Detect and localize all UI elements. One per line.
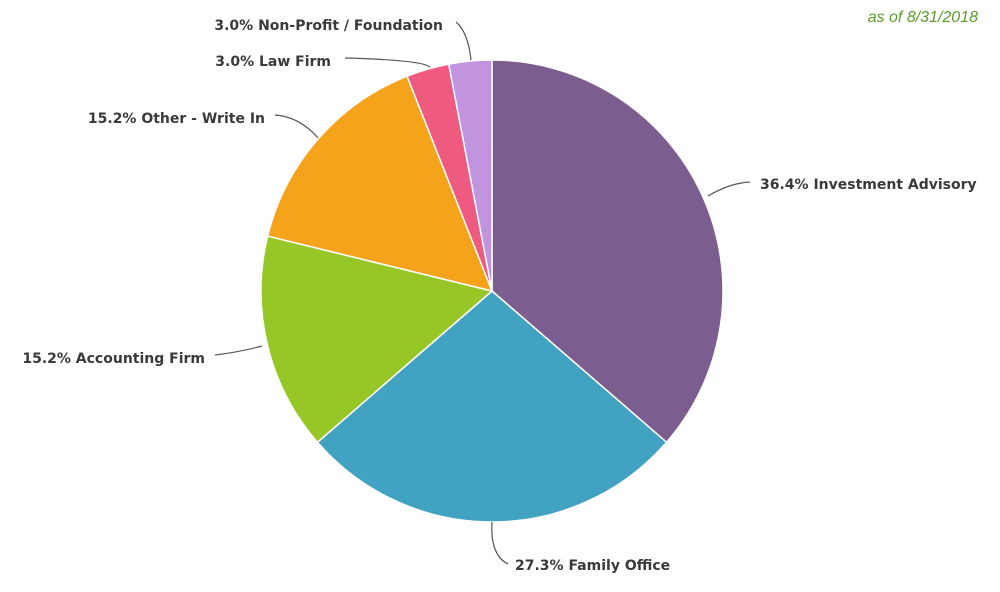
leader-line: [707, 181, 751, 197]
slice-label: 3.0% Non-Profit / Foundation: [214, 18, 443, 34]
pie-slices: [260, 59, 724, 523]
pie-slice-non-profit-foundation[interactable]: [447, 59, 493, 292]
leader-line: [274, 114, 319, 139]
slice-label: 27.3% Family Office: [515, 558, 670, 574]
slice-labels: 36.4% Investment Advisory 27.3% Family Of…: [22, 18, 976, 574]
leader-line: [214, 345, 263, 356]
pie-slice-accounting-firm[interactable]: [260, 235, 494, 444]
leader-line: [491, 521, 509, 565]
pie-slice-family-office[interactable]: [316, 290, 668, 523]
slice-label: 3.0% Law Firm: [215, 54, 331, 70]
pie-slice-investment-advisory[interactable]: [491, 59, 724, 444]
slice-label: 15.2% Other - Write In: [88, 111, 265, 127]
leader-line: [455, 21, 472, 61]
slice-label: 36.4% Investment Advisory: [760, 177, 977, 193]
pie-slice-other-write-in[interactable]: [266, 75, 494, 293]
as-of-date-note: as of 8/31/2018: [867, 9, 978, 26]
leader-line: [344, 57, 431, 68]
leader-lines: [214, 21, 751, 565]
slice-label: 15.2% Accounting Firm: [22, 351, 205, 367]
